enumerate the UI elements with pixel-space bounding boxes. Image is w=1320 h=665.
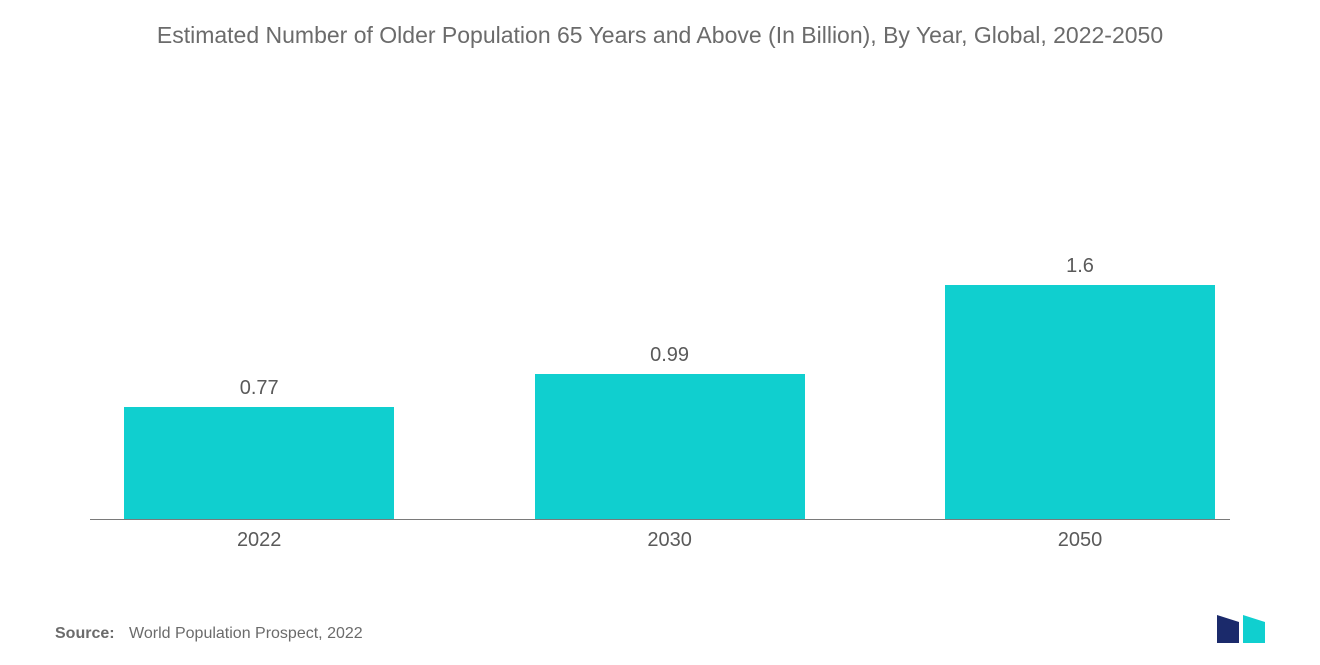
source-text: World Population Prospect, 2022 — [129, 625, 363, 642]
brand-logo-icon — [1217, 615, 1265, 643]
category-label: 2030 — [535, 519, 805, 552]
bar — [945, 285, 1215, 519]
bar — [124, 407, 394, 519]
value-label: 0.77 — [124, 377, 394, 400]
chart-title: Estimated Number of Older Population 65 … — [0, 0, 1320, 51]
category-label: 2050 — [945, 519, 1215, 552]
logo-wedge-left — [1217, 615, 1239, 643]
source-citation: Source: World Population Prospect, 2022 — [55, 625, 363, 643]
footer: Source: World Population Prospect, 2022 — [55, 615, 1265, 643]
value-label: 0.99 — [535, 344, 805, 367]
logo-wedge-right — [1243, 615, 1265, 643]
source-label: Source: — [55, 625, 115, 642]
bar-slot-2: 1.6 2050 — [945, 285, 1215, 519]
value-label: 1.6 — [945, 255, 1215, 278]
bar-slot-1: 0.99 2030 — [535, 374, 805, 519]
plot-area: 0.77 2022 0.99 2030 1.6 2050 — [90, 150, 1230, 520]
bar-slot-0: 0.77 2022 — [124, 407, 394, 519]
bar — [535, 374, 805, 519]
category-label: 2022 — [124, 519, 394, 552]
